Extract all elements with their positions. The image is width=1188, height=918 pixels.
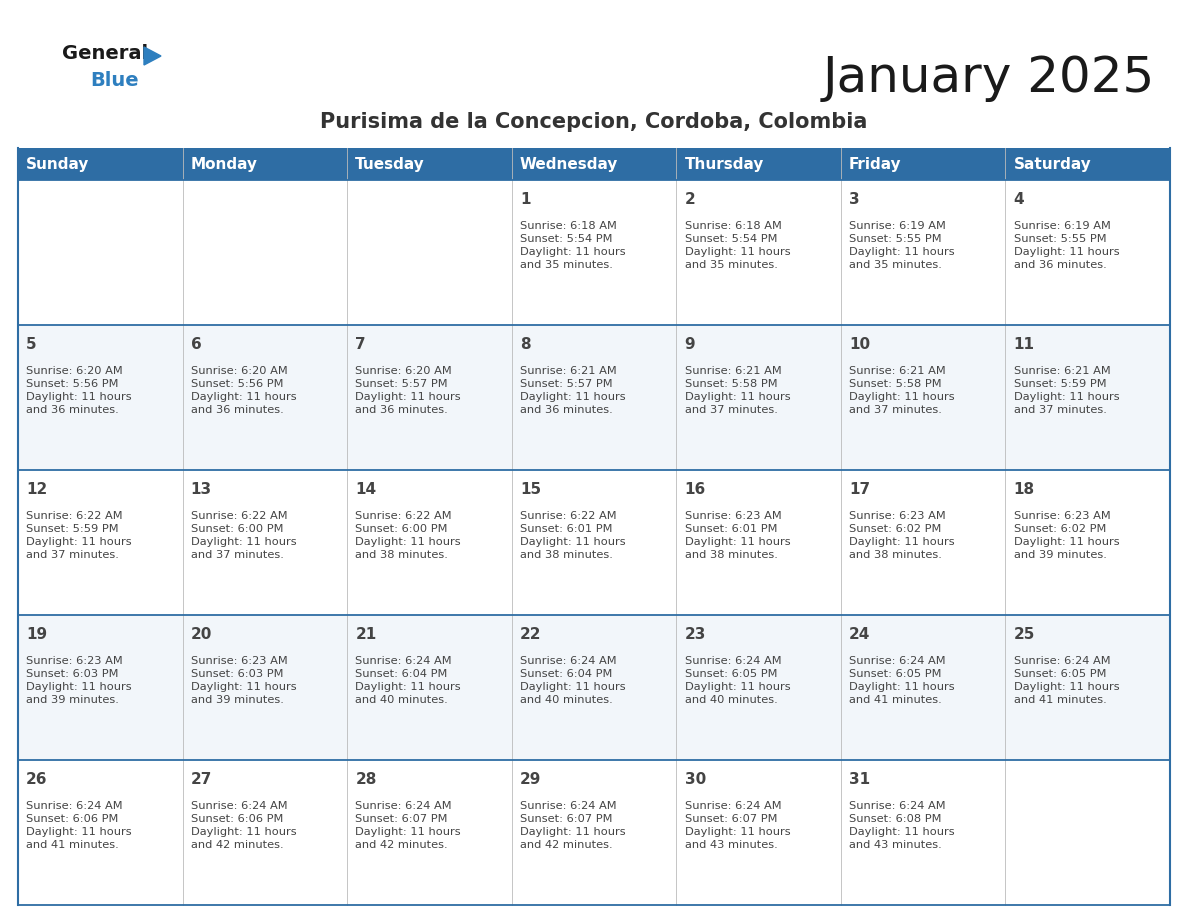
Text: Sunrise: 6:22 AM
Sunset: 6:00 PM
Daylight: 11 hours
and 38 minutes.: Sunrise: 6:22 AM Sunset: 6:00 PM Dayligh… — [355, 510, 461, 560]
Text: 7: 7 — [355, 337, 366, 352]
Bar — [18, 180, 1170, 325]
Bar — [18, 325, 1170, 470]
Bar — [18, 470, 1170, 615]
Text: Sunrise: 6:23 AM
Sunset: 6:02 PM
Daylight: 11 hours
and 38 minutes.: Sunrise: 6:23 AM Sunset: 6:02 PM Dayligh… — [849, 510, 955, 560]
Text: 23: 23 — [684, 627, 706, 642]
Text: 11: 11 — [1013, 337, 1035, 352]
Text: Sunrise: 6:22 AM
Sunset: 6:00 PM
Daylight: 11 hours
and 37 minutes.: Sunrise: 6:22 AM Sunset: 6:00 PM Dayligh… — [191, 510, 297, 560]
Text: Sunrise: 6:23 AM
Sunset: 6:03 PM
Daylight: 11 hours
and 39 minutes.: Sunrise: 6:23 AM Sunset: 6:03 PM Dayligh… — [26, 655, 132, 705]
Text: Sunrise: 6:23 AM
Sunset: 6:02 PM
Daylight: 11 hours
and 39 minutes.: Sunrise: 6:23 AM Sunset: 6:02 PM Dayligh… — [1013, 510, 1119, 560]
Text: Sunrise: 6:21 AM
Sunset: 5:59 PM
Daylight: 11 hours
and 37 minutes.: Sunrise: 6:21 AM Sunset: 5:59 PM Dayligh… — [1013, 365, 1119, 415]
Text: Sunrise: 6:23 AM
Sunset: 6:03 PM
Daylight: 11 hours
and 39 minutes.: Sunrise: 6:23 AM Sunset: 6:03 PM Dayligh… — [191, 655, 297, 705]
Text: 3: 3 — [849, 192, 860, 207]
Text: Purisima de la Concepcion, Cordoba, Colombia: Purisima de la Concepcion, Cordoba, Colo… — [321, 112, 867, 132]
Text: 25: 25 — [1013, 627, 1035, 642]
Text: Blue: Blue — [90, 71, 139, 90]
Text: 15: 15 — [520, 482, 541, 497]
Text: Sunrise: 6:20 AM
Sunset: 5:56 PM
Daylight: 11 hours
and 36 minutes.: Sunrise: 6:20 AM Sunset: 5:56 PM Dayligh… — [26, 365, 132, 415]
Text: Saturday: Saturday — [1013, 156, 1092, 172]
Text: 6: 6 — [191, 337, 202, 352]
Text: January 2025: January 2025 — [823, 54, 1155, 102]
Text: Tuesday: Tuesday — [355, 156, 425, 172]
Text: 24: 24 — [849, 627, 871, 642]
Text: 14: 14 — [355, 482, 377, 497]
Text: 19: 19 — [26, 627, 48, 642]
Text: Sunrise: 6:24 AM
Sunset: 6:04 PM
Daylight: 11 hours
and 40 minutes.: Sunrise: 6:24 AM Sunset: 6:04 PM Dayligh… — [355, 655, 461, 705]
Bar — [18, 615, 1170, 760]
Text: Friday: Friday — [849, 156, 902, 172]
Polygon shape — [144, 47, 162, 65]
Text: 1: 1 — [520, 192, 531, 207]
Text: 21: 21 — [355, 627, 377, 642]
Text: Sunrise: 6:24 AM
Sunset: 6:05 PM
Daylight: 11 hours
and 41 minutes.: Sunrise: 6:24 AM Sunset: 6:05 PM Dayligh… — [849, 655, 955, 705]
Text: Sunrise: 6:23 AM
Sunset: 6:01 PM
Daylight: 11 hours
and 38 minutes.: Sunrise: 6:23 AM Sunset: 6:01 PM Dayligh… — [684, 510, 790, 560]
Text: Sunrise: 6:19 AM
Sunset: 5:55 PM
Daylight: 11 hours
and 36 minutes.: Sunrise: 6:19 AM Sunset: 5:55 PM Dayligh… — [1013, 220, 1119, 270]
Text: Sunrise: 6:19 AM
Sunset: 5:55 PM
Daylight: 11 hours
and 35 minutes.: Sunrise: 6:19 AM Sunset: 5:55 PM Dayligh… — [849, 220, 955, 270]
Text: 26: 26 — [26, 772, 48, 787]
Text: Sunrise: 6:21 AM
Sunset: 5:58 PM
Daylight: 11 hours
and 37 minutes.: Sunrise: 6:21 AM Sunset: 5:58 PM Dayligh… — [849, 365, 955, 415]
Text: Sunrise: 6:24 AM
Sunset: 6:08 PM
Daylight: 11 hours
and 43 minutes.: Sunrise: 6:24 AM Sunset: 6:08 PM Dayligh… — [849, 800, 955, 850]
Text: Monday: Monday — [191, 156, 258, 172]
Text: Sunrise: 6:24 AM
Sunset: 6:06 PM
Daylight: 11 hours
and 41 minutes.: Sunrise: 6:24 AM Sunset: 6:06 PM Dayligh… — [26, 800, 132, 850]
Text: 18: 18 — [1013, 482, 1035, 497]
Text: 29: 29 — [520, 772, 542, 787]
Text: 31: 31 — [849, 772, 871, 787]
Text: Sunrise: 6:20 AM
Sunset: 5:56 PM
Daylight: 11 hours
and 36 minutes.: Sunrise: 6:20 AM Sunset: 5:56 PM Dayligh… — [191, 365, 297, 415]
Text: 4: 4 — [1013, 192, 1024, 207]
Text: Sunrise: 6:24 AM
Sunset: 6:05 PM
Daylight: 11 hours
and 40 minutes.: Sunrise: 6:24 AM Sunset: 6:05 PM Dayligh… — [684, 655, 790, 705]
Text: Sunrise: 6:24 AM
Sunset: 6:05 PM
Daylight: 11 hours
and 41 minutes.: Sunrise: 6:24 AM Sunset: 6:05 PM Dayligh… — [1013, 655, 1119, 705]
Text: Wednesday: Wednesday — [520, 156, 618, 172]
Text: Sunrise: 6:22 AM
Sunset: 5:59 PM
Daylight: 11 hours
and 37 minutes.: Sunrise: 6:22 AM Sunset: 5:59 PM Dayligh… — [26, 510, 132, 560]
Text: General: General — [62, 44, 148, 63]
Text: Sunrise: 6:24 AM
Sunset: 6:06 PM
Daylight: 11 hours
and 42 minutes.: Sunrise: 6:24 AM Sunset: 6:06 PM Dayligh… — [191, 800, 297, 850]
Text: 10: 10 — [849, 337, 871, 352]
Text: 9: 9 — [684, 337, 695, 352]
Text: 20: 20 — [191, 627, 213, 642]
Text: 30: 30 — [684, 772, 706, 787]
Text: Sunrise: 6:18 AM
Sunset: 5:54 PM
Daylight: 11 hours
and 35 minutes.: Sunrise: 6:18 AM Sunset: 5:54 PM Dayligh… — [684, 220, 790, 270]
Text: 12: 12 — [26, 482, 48, 497]
Text: 8: 8 — [520, 337, 531, 352]
Text: Sunrise: 6:21 AM
Sunset: 5:58 PM
Daylight: 11 hours
and 37 minutes.: Sunrise: 6:21 AM Sunset: 5:58 PM Dayligh… — [684, 365, 790, 415]
Text: 2: 2 — [684, 192, 695, 207]
Bar — [18, 148, 1170, 180]
Text: Sunrise: 6:24 AM
Sunset: 6:07 PM
Daylight: 11 hours
and 43 minutes.: Sunrise: 6:24 AM Sunset: 6:07 PM Dayligh… — [684, 800, 790, 850]
Text: Sunrise: 6:21 AM
Sunset: 5:57 PM
Daylight: 11 hours
and 36 minutes.: Sunrise: 6:21 AM Sunset: 5:57 PM Dayligh… — [520, 365, 626, 415]
Text: 17: 17 — [849, 482, 871, 497]
Text: Sunrise: 6:24 AM
Sunset: 6:07 PM
Daylight: 11 hours
and 42 minutes.: Sunrise: 6:24 AM Sunset: 6:07 PM Dayligh… — [355, 800, 461, 850]
Text: Thursday: Thursday — [684, 156, 764, 172]
Text: Sunrise: 6:22 AM
Sunset: 6:01 PM
Daylight: 11 hours
and 38 minutes.: Sunrise: 6:22 AM Sunset: 6:01 PM Dayligh… — [520, 510, 626, 560]
Text: 28: 28 — [355, 772, 377, 787]
Text: Sunrise: 6:24 AM
Sunset: 6:07 PM
Daylight: 11 hours
and 42 minutes.: Sunrise: 6:24 AM Sunset: 6:07 PM Dayligh… — [520, 800, 626, 850]
Text: Sunday: Sunday — [26, 156, 89, 172]
Text: 27: 27 — [191, 772, 213, 787]
Text: 5: 5 — [26, 337, 37, 352]
Text: Sunrise: 6:20 AM
Sunset: 5:57 PM
Daylight: 11 hours
and 36 minutes.: Sunrise: 6:20 AM Sunset: 5:57 PM Dayligh… — [355, 365, 461, 415]
Bar — [18, 760, 1170, 905]
Text: 13: 13 — [191, 482, 211, 497]
Text: Sunrise: 6:24 AM
Sunset: 6:04 PM
Daylight: 11 hours
and 40 minutes.: Sunrise: 6:24 AM Sunset: 6:04 PM Dayligh… — [520, 655, 626, 705]
Text: Sunrise: 6:18 AM
Sunset: 5:54 PM
Daylight: 11 hours
and 35 minutes.: Sunrise: 6:18 AM Sunset: 5:54 PM Dayligh… — [520, 220, 626, 270]
Text: 16: 16 — [684, 482, 706, 497]
Text: 22: 22 — [520, 627, 542, 642]
